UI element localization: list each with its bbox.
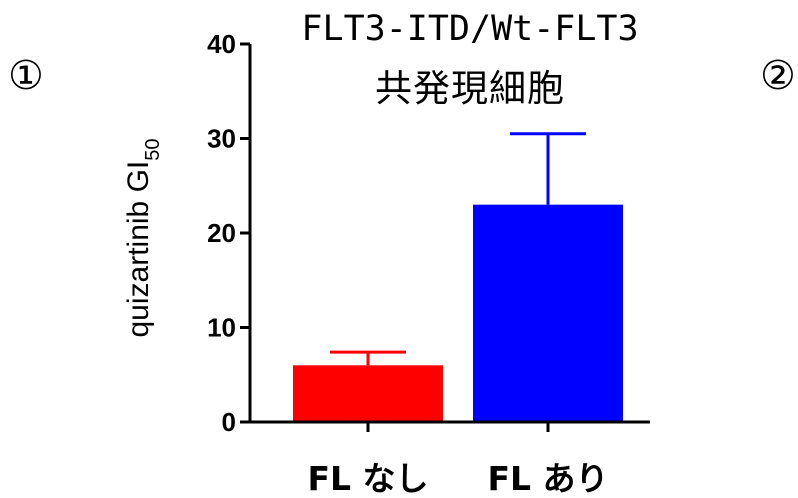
x-axis: FL なし FL あり: [250, 420, 650, 498]
y-axis-label-subscript: 50: [142, 139, 164, 161]
y-tick-label: 20: [207, 218, 236, 248]
bars: [293, 132, 623, 421]
y-tick-label: 10: [207, 313, 236, 343]
y-tick-label: 40: [207, 29, 236, 59]
chart-title-line-2: 共発現細胞: [375, 67, 565, 110]
y-tick-label: 30: [207, 124, 236, 154]
x-category-label: FL あり: [487, 459, 608, 498]
x-category-label: FL なし: [307, 459, 428, 498]
y-axis-label-main: quizartinib GI: [122, 161, 155, 338]
bar: [473, 204, 623, 421]
y-tick-label: 0: [222, 407, 236, 437]
circled-number-two: ②: [760, 53, 796, 99]
y-axis-label: quizartinib GI50: [122, 139, 164, 338]
circled-number-one: ①: [8, 53, 44, 99]
chart-title-line-1: FLT3-ITD/Wt-FLT3: [301, 9, 639, 49]
bar: [293, 365, 443, 421]
y-axis: 0 10 20 30 40: [207, 29, 252, 437]
